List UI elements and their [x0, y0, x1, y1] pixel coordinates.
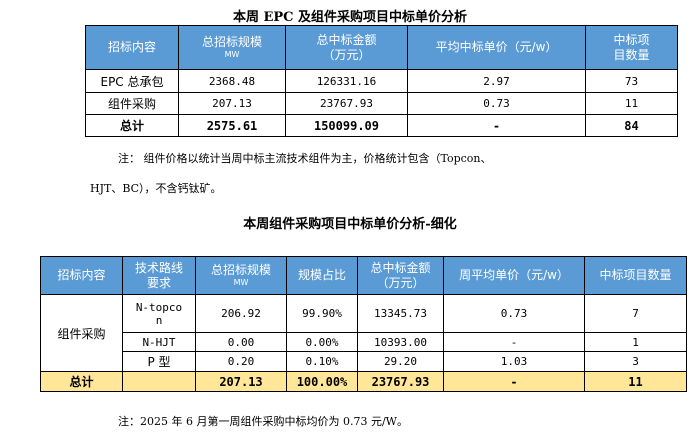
cell-tech-line1: N-topco — [135, 300, 183, 314]
total-row: 总计 2575.61 150099.09 - 84 — [85, 114, 678, 137]
cell-amount: 13345.73 — [357, 294, 444, 333]
cell-group-label: 组件采购 — [40, 294, 123, 372]
cell-name: EPC 总承包 — [85, 69, 179, 93]
cell-amount: 23767.93 — [285, 92, 408, 115]
cell-price: 2.97 — [407, 69, 586, 93]
header-weekly-avg-price: 周平均单价（元/w） — [443, 256, 585, 295]
cell-price: 0.73 — [407, 92, 586, 115]
cell-price: 0.73 — [443, 294, 585, 333]
header-total-amount-unit: （万元） — [376, 275, 425, 290]
cell-tech — [122, 371, 196, 392]
cell-scale: 207.13 — [195, 371, 287, 392]
cell-scale: 0.00 — [195, 332, 287, 352]
cell-amount: 10393.00 — [357, 332, 444, 352]
header-project-count: 中标项 目数量 — [585, 25, 678, 70]
header-total-amount: 总中标金额 （万元） — [285, 25, 408, 70]
header-project-count: 中标项目数量 — [584, 256, 687, 295]
cell-ratio: 0.10% — [286, 351, 358, 372]
table-row: 组件采购 N-topco n 206.92 99.90% 13345.73 0.… — [40, 294, 687, 372]
header-total-amount: 总中标金额 （万元） — [357, 256, 444, 295]
table1-title: 本周 EPC 及组件采购项目中标单价分析 — [232, 10, 468, 25]
header-tech-route-line2: 要求 — [146, 275, 171, 290]
cell-count: 1 — [584, 332, 687, 352]
cell-count: 84 — [585, 114, 678, 137]
header-total-scale-label: 总招标规模 — [210, 263, 271, 277]
note2: 注：2025 年 6 月第一周组件采购中标均价为 0.73 元/W。 — [118, 415, 408, 428]
cell-ratio: 100.00% — [286, 371, 358, 392]
header-total-scale: 总招标规模 MW — [195, 256, 287, 295]
header-total-scale-unit: MW — [233, 278, 249, 287]
cell-price: - — [443, 332, 585, 352]
cell-price: 1.03 — [443, 351, 585, 372]
cell-price: - — [407, 114, 586, 137]
cell-amount: 126331.16 — [285, 69, 408, 93]
cell-tech: P 型 — [122, 351, 196, 372]
header-avg-price: 平均中标单价（元/w） — [407, 25, 586, 70]
table-row: N-HJT 0.00 0.00% 10393.00 - 1 — [41, 332, 687, 352]
header-total-scale: 总招标规模 MW — [178, 25, 286, 70]
cell-total-label: 总计 — [40, 371, 123, 392]
cell-scale: 0.20 — [195, 351, 287, 372]
cell-amount: 150099.09 — [285, 114, 408, 137]
cell-count: 11 — [584, 371, 687, 392]
cell-tech: N-topco n — [122, 294, 196, 333]
cell-ratio: 99.90% — [286, 294, 358, 333]
header-project-count-line1: 中标项 — [613, 32, 650, 47]
header-total-amount-label: 总中标金额 — [316, 32, 377, 47]
header-total-amount-label: 总中标金额 — [370, 260, 431, 275]
cell-price: - — [443, 371, 585, 392]
cell-scale: 207.13 — [178, 92, 286, 115]
cell-name: 总计 — [85, 114, 179, 137]
header-tech-route: 技术路线 要求 — [122, 256, 196, 295]
table2-title: 本周组件采购项目中标单价分析-细化 — [243, 217, 457, 232]
table-row: P 型 0.20 0.10% 29.20 1.03 3 — [41, 351, 687, 372]
table-row: EPC 总承包 2368.48 126331.16 2.97 73 — [85, 69, 678, 93]
cell-scale: 2575.61 — [178, 114, 286, 137]
header-total-amount-unit: （万元） — [322, 47, 371, 62]
header-total-scale-unit: MW — [224, 50, 240, 59]
epc-price-table: 招标内容 总招标规模 MW 总中标金额 （万元） 平均中标单价（元/w） 中标项… — [85, 25, 678, 137]
header-project-count-line2: 目数量 — [613, 47, 650, 62]
header-bid-content: 招标内容 — [85, 25, 179, 70]
cell-count: 3 — [584, 351, 687, 372]
cell-count: 11 — [585, 92, 678, 115]
header-bid-content: 招标内容 — [40, 256, 123, 295]
cell-amount: 29.20 — [357, 351, 444, 372]
note1-line2: HJT、BC），不含钙钛矿。 — [90, 182, 222, 195]
cell-ratio: 0.00% — [286, 332, 358, 352]
cell-amount: 23767.93 — [357, 371, 444, 392]
module-price-detail-table: 招标内容 技术路线 要求 总招标规模 MW 规模占比 总中标金额 （万元） 周平… — [40, 256, 687, 392]
header-total-scale-label: 总招标规模 — [201, 35, 262, 49]
cell-tech-line2: n — [155, 313, 163, 327]
cell-tech: N-HJT — [122, 332, 196, 352]
header-tech-route-line1: 技术路线 — [134, 260, 183, 275]
cell-scale: 2368.48 — [178, 69, 286, 93]
total-row: 总计 207.13 100.00% 23767.93 - 11 — [40, 371, 687, 392]
cell-name: 组件采购 — [85, 92, 179, 115]
note1-line1: 注： 组件价格以统计当周中标主流技术组件为主，价格统计包含（Topcon、 — [118, 152, 492, 165]
cell-scale: 206.92 — [195, 294, 287, 333]
table-row: 组件采购 207.13 23767.93 0.73 11 — [85, 92, 678, 115]
cell-count: 7 — [584, 294, 687, 333]
header-scale-ratio: 规模占比 — [286, 256, 358, 295]
cell-count: 73 — [585, 69, 678, 93]
